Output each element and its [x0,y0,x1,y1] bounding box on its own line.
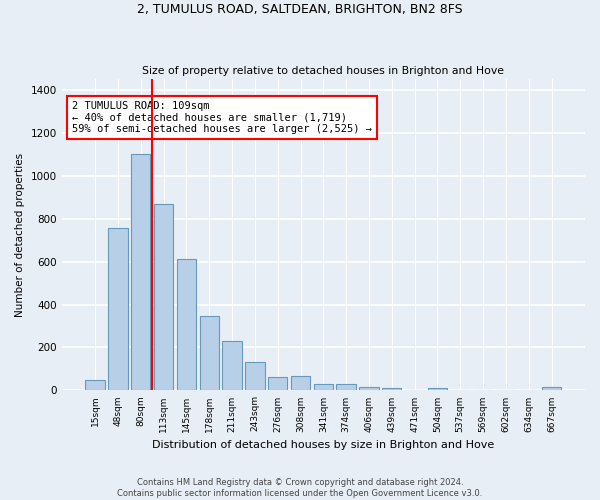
Bar [382,388,401,390]
Bar [314,384,333,390]
Bar [428,388,447,390]
Bar [200,316,219,390]
Bar [542,386,561,390]
X-axis label: Distribution of detached houses by size in Brighton and Hove: Distribution of detached houses by size … [152,440,494,450]
Bar [154,204,173,390]
Bar [177,259,196,390]
Bar [85,380,105,390]
Bar [131,154,151,390]
Bar [337,384,356,390]
Text: 2 TUMULUS ROAD: 109sqm
← 40% of detached houses are smaller (1,719)
59% of semi-: 2 TUMULUS ROAD: 109sqm ← 40% of detached… [72,101,372,134]
Bar [291,376,310,390]
Bar [359,386,379,390]
Bar [268,377,287,390]
Text: 2, TUMULUS ROAD, SALTDEAN, BRIGHTON, BN2 8FS: 2, TUMULUS ROAD, SALTDEAN, BRIGHTON, BN2… [137,2,463,16]
Y-axis label: Number of detached properties: Number of detached properties [15,152,25,317]
Bar [108,228,128,390]
Bar [223,342,242,390]
Bar [245,362,265,390]
Text: Contains HM Land Registry data © Crown copyright and database right 2024.
Contai: Contains HM Land Registry data © Crown c… [118,478,482,498]
Title: Size of property relative to detached houses in Brighton and Hove: Size of property relative to detached ho… [142,66,505,76]
